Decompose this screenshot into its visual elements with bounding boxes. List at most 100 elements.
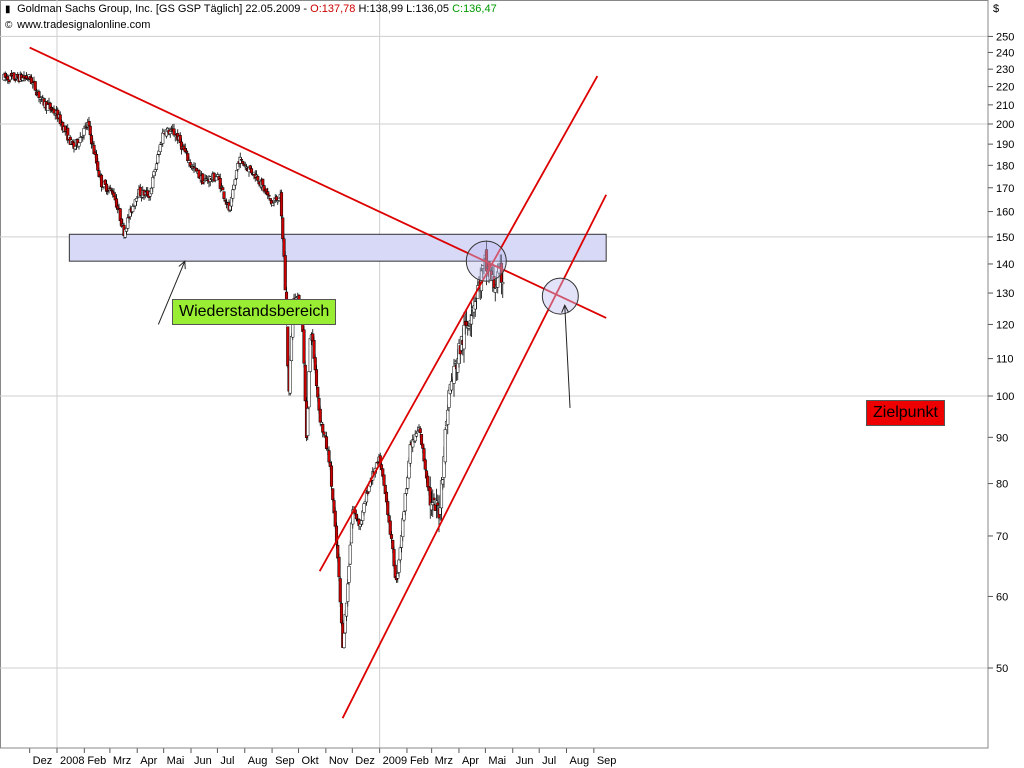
candle-body	[99, 174, 104, 188]
candle-body	[151, 177, 155, 189]
y-tick-label: 130	[996, 288, 1014, 300]
x-tick-label: Sep	[597, 755, 617, 767]
y-tick-label: 70	[996, 531, 1008, 543]
candle-body	[78, 137, 82, 143]
source-text: www.tradesignalonline.com	[17, 19, 151, 31]
x-tick-label: Jun	[516, 755, 534, 767]
channel-upper-trendline	[318, 75, 599, 572]
candle-body	[267, 194, 271, 197]
candle-body	[338, 578, 342, 603]
candle-body	[382, 474, 386, 486]
candle-body	[414, 433, 419, 437]
candle-body	[404, 488, 409, 494]
candle-body	[391, 539, 395, 550]
candles-layer	[2, 69, 505, 649]
candle-body	[249, 168, 254, 174]
candle-body	[288, 359, 292, 394]
currency-label: $	[993, 3, 999, 15]
y-tick-label: 200	[996, 119, 1014, 131]
candle-body	[134, 198, 139, 202]
y-tick-label: 90	[996, 432, 1008, 444]
candle-body	[222, 191, 226, 199]
candle-body	[156, 154, 160, 164]
candle-body	[88, 125, 92, 136]
y-tick-label: 150	[996, 232, 1014, 244]
candle-body	[337, 556, 341, 578]
candle-body	[449, 381, 454, 391]
x-tick-label: 2008	[60, 755, 84, 767]
candle-body	[307, 371, 311, 408]
target-label: Zielpunkt	[866, 400, 945, 426]
instrument-icon: ▮	[5, 4, 11, 15]
candle-body	[279, 192, 284, 217]
y-tick-label: 80	[996, 479, 1008, 491]
y-tick-label: 180	[996, 160, 1014, 172]
candle-body	[314, 369, 319, 387]
x-tick-label: Jun	[194, 755, 212, 767]
x-tick-label: Jul	[220, 755, 234, 767]
resistance-zone	[68, 233, 607, 262]
candle-body	[154, 163, 159, 170]
candle-body	[402, 511, 406, 521]
candle-body	[366, 491, 370, 494]
candle-body	[77, 142, 81, 147]
x-tick-label: Nov	[329, 755, 349, 767]
candle-body	[346, 583, 350, 602]
candle-body	[423, 459, 427, 470]
candle-body	[452, 365, 456, 384]
candle-body	[493, 288, 497, 293]
candle-body	[469, 315, 474, 325]
candle-body	[501, 282, 505, 285]
title-prefix: Goldman Sachs Group, Inc. [GS GSP Täglic…	[17, 3, 311, 15]
y-tick-label: 100	[996, 391, 1014, 403]
breakout-circle	[465, 240, 507, 282]
candle-body	[389, 534, 394, 539]
candle-body	[266, 191, 270, 196]
y-tick-label: 190	[996, 139, 1014, 151]
high-low-values: H:138,99 L:136,05	[355, 3, 453, 15]
x-tick-label: Feb	[410, 755, 429, 767]
candle-body	[316, 386, 320, 398]
x-tick-label: Aug	[570, 755, 590, 767]
candle-body	[416, 430, 420, 433]
chart-title: ▮ Goldman Sachs Group, Inc. [GS GSP Tägl…	[5, 3, 497, 15]
y-tick-label: 210	[996, 100, 1014, 112]
candle-body	[348, 544, 352, 565]
candle-body	[131, 206, 135, 212]
candle-body	[306, 408, 310, 436]
candle-body	[408, 444, 412, 464]
x-tick-label: Jul	[542, 755, 556, 767]
channel-lower-trendline	[341, 194, 607, 719]
y-tick-label: 220	[996, 82, 1014, 94]
candle-body	[324, 436, 329, 449]
candle-body	[302, 329, 306, 364]
candle-body	[432, 497, 436, 501]
candle-body	[426, 475, 430, 488]
y-tick-label: 250	[996, 31, 1014, 43]
x-tick-label: Mai	[488, 755, 506, 767]
x-tick-label: Sep	[275, 755, 295, 767]
close-value: C:136,47	[452, 3, 497, 15]
x-tick-label: Mrz	[435, 755, 453, 767]
candle-body	[33, 81, 37, 91]
x-tick-label: Dez	[355, 755, 375, 767]
y-tick-label: 140	[996, 259, 1014, 271]
candle-body	[233, 179, 237, 186]
candle-body	[344, 602, 349, 617]
candle-body	[82, 128, 86, 136]
candle-body	[331, 488, 335, 501]
candle-body	[347, 566, 351, 583]
candle-body	[13, 79, 17, 81]
candle-body	[276, 200, 280, 203]
candle-body	[334, 525, 339, 545]
target-arrow	[564, 305, 571, 408]
candle-body	[188, 162, 192, 166]
x-tick-label: 2009	[383, 755, 407, 767]
candle-body	[256, 176, 260, 181]
candle-body	[419, 434, 424, 445]
candle-body	[37, 91, 41, 98]
x-tick-label: Okt	[302, 755, 319, 767]
trendlines-layer	[29, 46, 607, 719]
